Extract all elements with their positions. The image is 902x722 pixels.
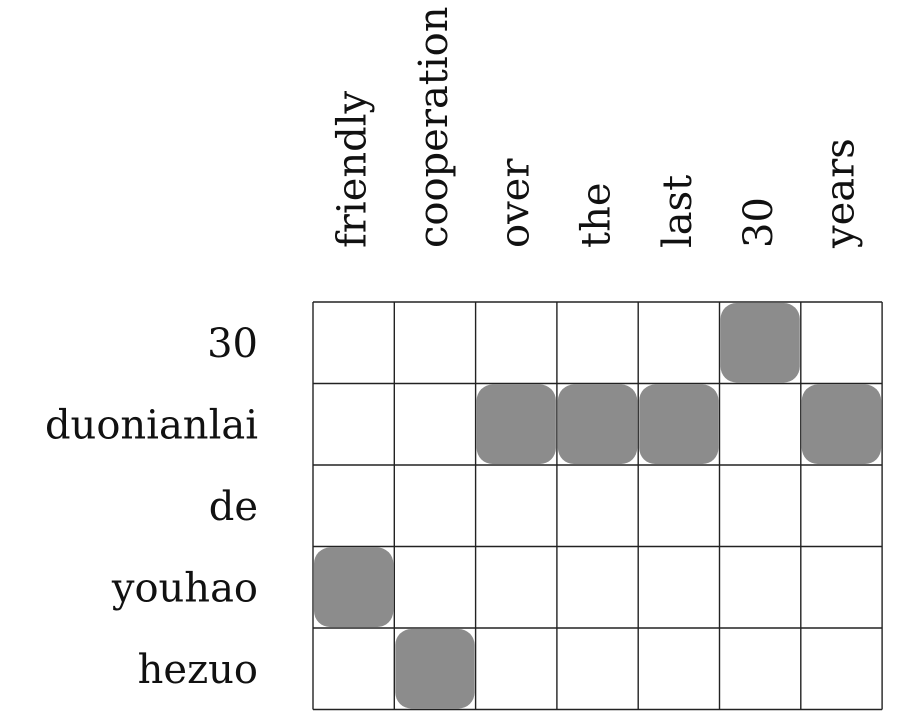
matrix-cell: [475, 546, 557, 628]
matrix-cell: [475, 302, 557, 384]
target-word-labels: friendly cooperation over the last 30 years: [330, 6, 864, 249]
matrix-cell: [638, 465, 720, 547]
matrix-cell: [475, 628, 557, 710]
matrix-cell: [719, 383, 801, 465]
source-word-labels: 30 duonianlai de youhao hezuo: [45, 321, 258, 693]
matrix-cell: [719, 546, 801, 628]
source-word-label-youhao: youhao: [111, 565, 258, 611]
matrix-cell: [800, 302, 883, 384]
matrix-cell: [394, 302, 476, 384]
matrix-cell: [638, 302, 720, 384]
source-word-label-30: 30: [207, 321, 258, 367]
matrix-cell: [556, 546, 639, 628]
matrix-cell: [556, 465, 639, 547]
matrix-cell: [394, 546, 476, 628]
alignment-link-duonianlai-last: [639, 384, 719, 464]
source-word-label-duonianlai: duonianlai: [45, 402, 258, 448]
alignment-link-youhao-friendly: [314, 547, 394, 627]
target-word-label-friendly: friendly: [330, 90, 376, 248]
matrix-cell: [638, 546, 720, 628]
alignment-link-duonianlai-over: [476, 384, 556, 464]
source-word-label-de: de: [209, 484, 258, 530]
matrix-cell: [800, 465, 883, 547]
alignment-link-duonianlai-the: [557, 384, 638, 464]
source-word-label-hezuo: hezuo: [138, 647, 258, 693]
matrix-cells: [313, 302, 883, 710]
matrix-cell: [313, 302, 395, 384]
matrix-cell: [719, 628, 801, 710]
target-word-label-cooperation: cooperation: [411, 6, 457, 248]
matrix-cell: [719, 465, 801, 547]
target-word-label-30: 30: [736, 197, 782, 248]
matrix-cell: [800, 546, 883, 628]
target-word-label-years: years: [817, 138, 863, 249]
matrix-cell: [556, 628, 639, 710]
matrix-cell: [313, 628, 395, 710]
target-word-label-last: last: [655, 175, 701, 248]
matrix-cell: [556, 302, 639, 384]
matrix-grid: [312, 301, 883, 711]
target-word-label-the: the: [574, 182, 620, 248]
target-word-label-over: over: [492, 158, 538, 248]
alignment-links: [314, 303, 882, 709]
matrix-cell: [475, 465, 557, 547]
matrix-cell: [638, 628, 720, 710]
alignment-link-30-30: [720, 303, 800, 383]
matrix-cell: [394, 465, 476, 547]
matrix-cell: [800, 628, 883, 710]
alignment-link-duonianlai-years: [801, 384, 882, 464]
matrix-cell: [313, 465, 395, 547]
matrix-cell: [313, 383, 395, 465]
alignment-link-hezuo-cooperation: [395, 629, 475, 709]
matrix-cell: [394, 383, 476, 465]
